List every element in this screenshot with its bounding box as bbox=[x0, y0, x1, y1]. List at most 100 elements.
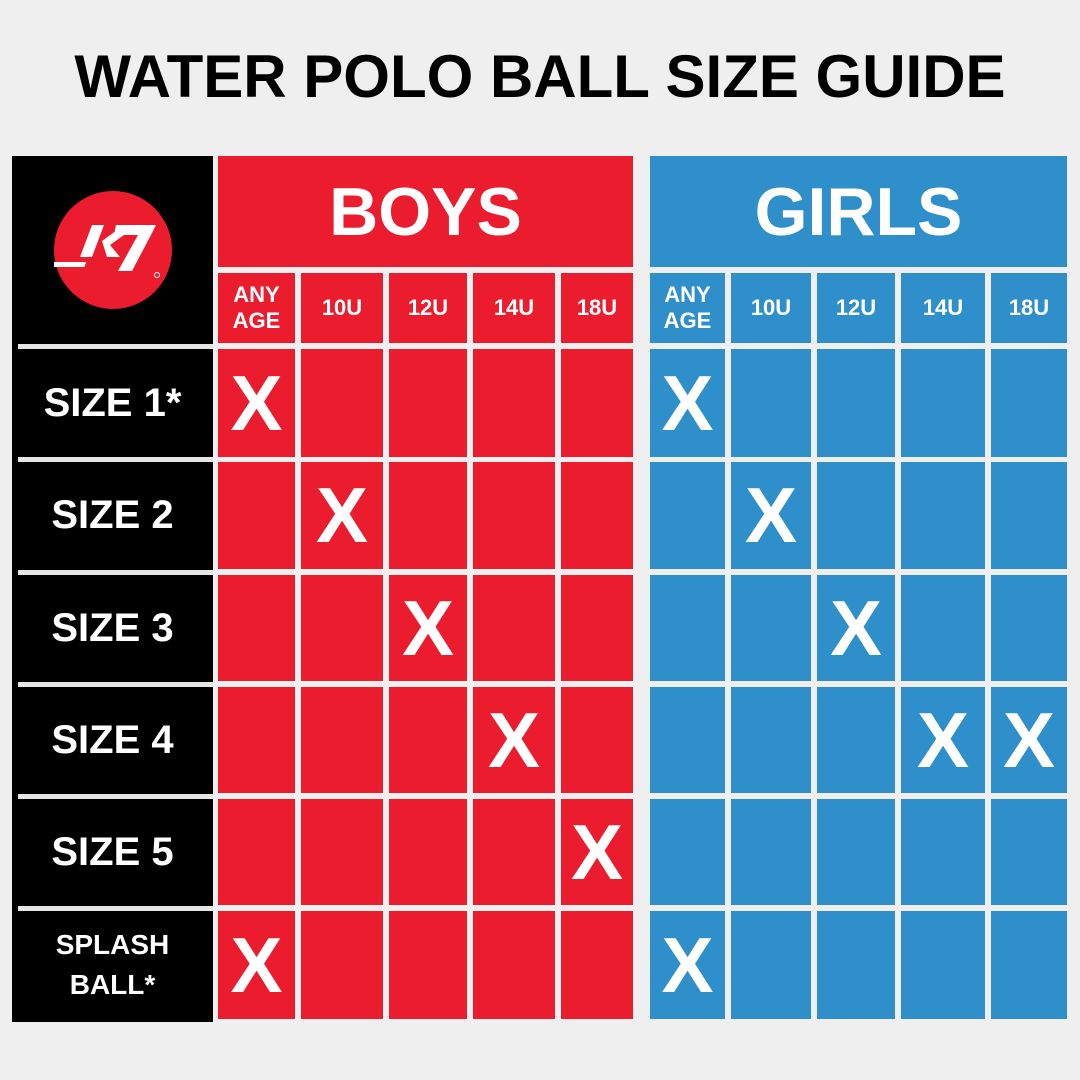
empty-cell bbox=[817, 349, 895, 457]
row-divider bbox=[18, 794, 213, 799]
check-mark-cell-text: X bbox=[401, 583, 455, 672]
empty-cell bbox=[901, 462, 985, 569]
check-mark-cell-text: X bbox=[570, 807, 624, 896]
column-header: 18U bbox=[561, 273, 633, 343]
empty-cell bbox=[561, 349, 633, 457]
row-divider bbox=[18, 682, 213, 687]
check-mark-cell: X bbox=[301, 462, 383, 569]
empty-cell bbox=[301, 349, 383, 457]
empty-cell bbox=[991, 349, 1067, 457]
check-mark-cell: X bbox=[650, 911, 725, 1019]
empty-cell bbox=[301, 799, 383, 905]
column-header-text: 10U bbox=[750, 295, 792, 320]
row-label: SIZE 4 bbox=[12, 687, 213, 793]
row-divider bbox=[18, 457, 213, 462]
column-header: 18U bbox=[991, 273, 1067, 343]
empty-cell bbox=[731, 911, 811, 1019]
check-mark-cell-text: X bbox=[661, 358, 714, 447]
group-header-girls-text: GIRLS bbox=[754, 173, 963, 250]
empty-cell bbox=[650, 575, 725, 681]
column-header-text: ANY AGE bbox=[232, 282, 281, 333]
empty-cell bbox=[991, 911, 1067, 1019]
empty-cell bbox=[301, 911, 383, 1019]
column-header-text: ANY AGE bbox=[663, 282, 712, 333]
check-mark-cell-text: X bbox=[230, 920, 283, 1009]
empty-cell bbox=[901, 911, 985, 1019]
check-mark-cell: X bbox=[218, 911, 295, 1019]
check-mark-cell: X bbox=[901, 687, 985, 793]
empty-cell bbox=[301, 575, 383, 681]
column-header-text: 18U bbox=[576, 295, 618, 320]
empty-cell bbox=[561, 462, 633, 569]
empty-cell bbox=[561, 687, 633, 793]
empty-cell bbox=[731, 687, 811, 793]
empty-cell bbox=[817, 911, 895, 1019]
check-mark-cell-text: X bbox=[829, 583, 883, 672]
row-label: SIZE 3 bbox=[12, 575, 213, 681]
row-label: SIZE 5 bbox=[12, 799, 213, 905]
check-mark-cell: X bbox=[561, 799, 633, 905]
empty-cell bbox=[991, 575, 1067, 681]
empty-cell bbox=[650, 799, 725, 905]
empty-cell bbox=[389, 349, 467, 457]
empty-cell bbox=[218, 462, 295, 569]
row-label-text: SPLASH BALL* bbox=[55, 929, 170, 1000]
column-header: 12U bbox=[817, 273, 895, 343]
row-label-text: SIZE 3 bbox=[51, 605, 174, 650]
column-header-text: 12U bbox=[835, 295, 877, 320]
column-header-text: 14U bbox=[493, 295, 535, 320]
column-header: 10U bbox=[301, 273, 383, 343]
empty-cell bbox=[731, 799, 811, 905]
empty-cell bbox=[218, 799, 295, 905]
check-mark-cell: X bbox=[991, 687, 1067, 793]
check-mark-cell: X bbox=[389, 575, 467, 681]
check-mark-cell-text: X bbox=[661, 920, 714, 1009]
row-label: SIZE 2 bbox=[12, 462, 213, 569]
empty-cell bbox=[901, 349, 985, 457]
empty-cell bbox=[473, 575, 555, 681]
empty-cell bbox=[218, 687, 295, 793]
row-label-text: SIZE 2 bbox=[51, 493, 174, 537]
row-divider bbox=[18, 570, 213, 575]
empty-cell bbox=[901, 799, 985, 905]
empty-cell bbox=[561, 575, 633, 681]
check-mark-cell: X bbox=[473, 687, 555, 793]
group-header-boys-text: BOYS bbox=[329, 173, 522, 250]
check-mark-cell-text: X bbox=[744, 471, 798, 559]
empty-cell bbox=[731, 575, 811, 681]
check-mark-cell: X bbox=[218, 349, 295, 457]
column-header-text: 14U bbox=[922, 295, 964, 320]
row-label-text: SIZE 1* bbox=[43, 380, 182, 425]
empty-cell bbox=[650, 462, 725, 569]
k7-logo-icon bbox=[44, 191, 172, 309]
check-mark-cell-text: X bbox=[916, 695, 970, 784]
empty-cell bbox=[473, 349, 555, 457]
empty-cell bbox=[817, 799, 895, 905]
row-label-text: SIZE 5 bbox=[51, 829, 174, 874]
group-header-boys: BOYS bbox=[218, 156, 633, 267]
check-mark-cell: X bbox=[650, 349, 725, 457]
empty-cell bbox=[389, 687, 467, 793]
column-header: 10U bbox=[731, 273, 811, 343]
column-header-text: 12U bbox=[407, 295, 449, 320]
empty-cell bbox=[731, 349, 811, 457]
empty-cell bbox=[650, 687, 725, 793]
empty-cell bbox=[389, 911, 467, 1019]
empty-cell bbox=[389, 462, 467, 569]
column-header-text: 18U bbox=[1008, 295, 1050, 320]
check-mark-cell-text: X bbox=[315, 471, 369, 559]
logo-cell bbox=[12, 156, 213, 343]
check-mark-cell-text: X bbox=[230, 358, 283, 447]
page-title: WATER POLO BALL SIZE GUIDE bbox=[74, 43, 1006, 110]
column-header: ANY AGE bbox=[650, 273, 725, 343]
empty-cell bbox=[901, 575, 985, 681]
check-mark-cell-text: X bbox=[487, 695, 541, 784]
check-mark-cell: X bbox=[817, 575, 895, 681]
row-divider bbox=[18, 906, 213, 911]
empty-cell bbox=[991, 462, 1067, 569]
check-mark-cell-text: X bbox=[1002, 695, 1056, 784]
column-header: 14U bbox=[473, 273, 555, 343]
empty-cell bbox=[817, 687, 895, 793]
empty-cell bbox=[561, 911, 633, 1019]
column-header: 12U bbox=[389, 273, 467, 343]
